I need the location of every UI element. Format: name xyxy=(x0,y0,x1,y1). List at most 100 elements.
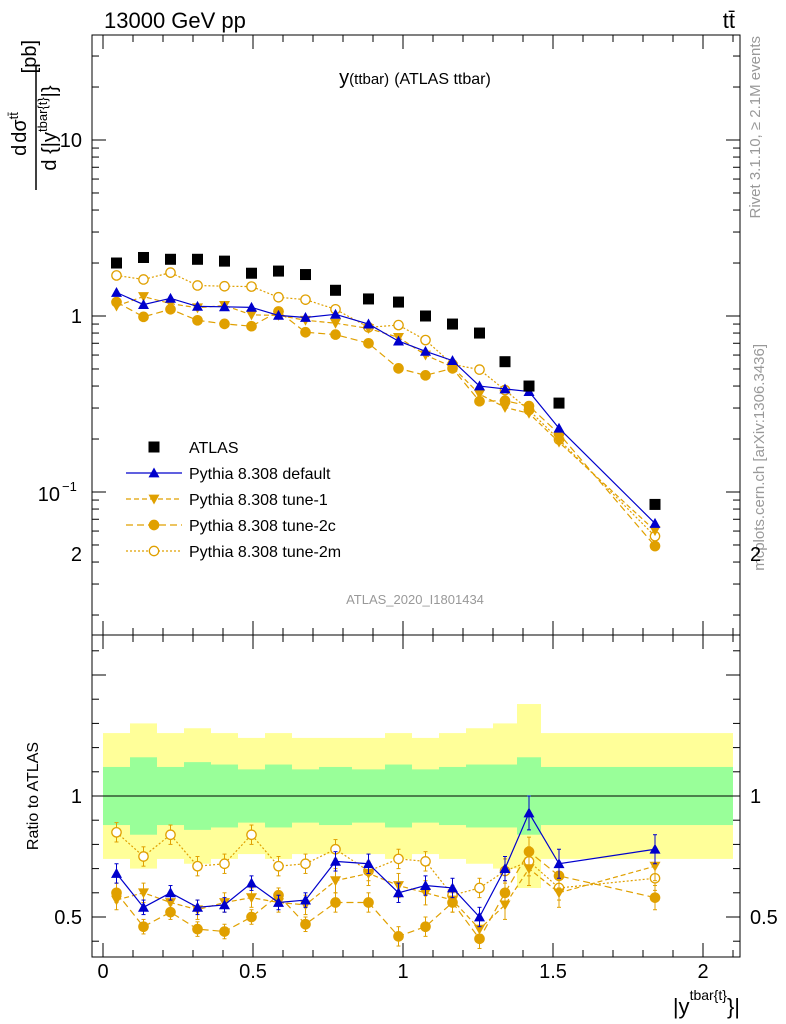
ratio-point-tune2m xyxy=(246,829,257,841)
svg-text:d {|ytbar{t}|}: d {|ytbar{t}|} xyxy=(35,85,61,170)
point-tune2m xyxy=(474,364,485,375)
point-tune2m xyxy=(219,280,230,292)
ratio-point-tune2c xyxy=(363,897,374,908)
energy-label: 13000 GeV pp xyxy=(104,8,246,33)
ratio-y-tick-label-right: 1 xyxy=(750,786,761,808)
ratio-point-tune1 xyxy=(363,869,374,879)
ratio-point-default xyxy=(474,911,485,922)
ratio-line-tune2m xyxy=(116,831,656,896)
plot-title-sub: (ttbar) xyxy=(349,71,389,88)
point-atlas xyxy=(246,267,257,279)
ratio-point-tune2m xyxy=(420,856,431,867)
point-atlas xyxy=(138,251,149,263)
ratio-point-tune2c xyxy=(300,918,311,930)
point-tune2m xyxy=(273,291,284,303)
x-tick-label: 1.5 xyxy=(539,961,567,983)
ratio-point-tune2c xyxy=(192,923,203,935)
point-default xyxy=(474,380,485,391)
ratio-point-tune2c xyxy=(138,921,149,933)
ratio-point-tune2m xyxy=(138,851,149,862)
point-default xyxy=(138,299,149,309)
point-tune2m xyxy=(393,319,404,331)
point-default xyxy=(499,383,511,394)
ratio-point-tune2c xyxy=(393,931,404,942)
ratio-point-tune1 xyxy=(447,895,458,906)
point-tune1 xyxy=(138,292,149,303)
point-tune1 xyxy=(111,301,122,312)
ratio-point-default xyxy=(523,807,535,818)
ratio-y-tick-label-left: 2 xyxy=(71,544,82,566)
ratio-line-tune1 xyxy=(116,865,656,930)
legend-label-default: Pythia 8.308 default xyxy=(189,466,331,483)
y-label-den-sup: tbar{t} xyxy=(35,97,50,132)
legend-label-tune2m: Pythia 8.308 tune-2m xyxy=(189,544,341,561)
x-tick-label: 1 xyxy=(397,961,408,983)
point-atlas xyxy=(553,397,565,409)
ratio-line-default xyxy=(116,811,656,919)
main-y-tick-label: 10 xyxy=(60,130,82,152)
point-default xyxy=(246,301,257,312)
ratio-point-default xyxy=(499,863,511,873)
point-atlas xyxy=(474,327,485,339)
point-tune2m xyxy=(246,281,257,292)
ratio-point-tune1 xyxy=(165,898,176,908)
plot-title-rest: (ATLAS ttbar) xyxy=(394,71,491,88)
ratio-point-default xyxy=(300,894,311,905)
legend-marker-tune2m xyxy=(148,545,160,557)
point-atlas xyxy=(165,253,176,265)
point-default xyxy=(273,309,284,320)
ratio-point-default xyxy=(192,901,203,912)
ratio-point-default xyxy=(111,867,122,878)
ratio-point-tune1 xyxy=(330,876,341,887)
main-panel-frame xyxy=(91,34,741,636)
ratio-point-tune1 xyxy=(499,900,511,911)
point-atlas xyxy=(447,318,458,330)
point-tune2c xyxy=(393,363,404,374)
point-atlas xyxy=(499,356,511,368)
point-tune2m xyxy=(138,274,149,285)
point-atlas xyxy=(219,255,230,267)
point-atlas xyxy=(420,310,431,322)
point-tune2c xyxy=(300,326,311,338)
x-label-end: }| xyxy=(727,994,740,1019)
point-default xyxy=(300,312,311,322)
point-tune1 xyxy=(330,318,341,329)
point-tune1 xyxy=(474,389,485,400)
point-tune2m xyxy=(192,280,203,291)
point-atlas xyxy=(363,293,374,305)
ratio-point-tune2c xyxy=(219,926,230,937)
point-default xyxy=(111,286,122,297)
ratio-point-tune2m xyxy=(165,829,176,841)
ratio-point-default xyxy=(273,896,284,907)
legend-label-atlas: ATLAS xyxy=(189,440,239,457)
point-tune1 xyxy=(523,408,535,419)
ratio-point-tune2m xyxy=(219,858,230,870)
ratio-point-tune2m xyxy=(300,858,311,870)
point-default xyxy=(219,301,230,312)
ratio-point-default xyxy=(330,855,341,866)
ratio-point-tune1 xyxy=(138,888,149,899)
point-atlas xyxy=(192,253,203,265)
legend-marker-atlas xyxy=(148,441,160,453)
legend-label-tune2c: Pythia 8.308 tune-2c xyxy=(189,518,336,535)
point-default xyxy=(192,300,203,311)
x-axis-label: |ytbar{t}}| xyxy=(673,987,740,1019)
mcplots-label: mcplots.cern.ch [arXiv:1306.3436] xyxy=(751,344,768,571)
y-label-d1: d xyxy=(9,145,31,156)
main-y-tick-label: 1 xyxy=(71,306,82,328)
ratio-point-default xyxy=(420,880,431,890)
point-default xyxy=(420,345,431,356)
point-tune2c xyxy=(138,311,149,323)
x-label-main: |y xyxy=(673,994,690,1019)
point-atlas xyxy=(300,269,311,281)
ratio-point-tune2c xyxy=(246,911,257,923)
y-label-den-end: |} xyxy=(39,85,61,97)
point-atlas xyxy=(111,257,122,269)
ratio-point-tune2m xyxy=(192,860,203,872)
ratio-point-default xyxy=(363,858,374,869)
point-tune2c xyxy=(219,318,230,330)
plot-title: y(ttbar) (ATLAS ttbar) xyxy=(339,67,491,89)
ratio-y-tick-label-right: 0.5 xyxy=(750,907,778,929)
plot-title-main: y xyxy=(339,67,349,89)
point-default xyxy=(330,308,341,319)
